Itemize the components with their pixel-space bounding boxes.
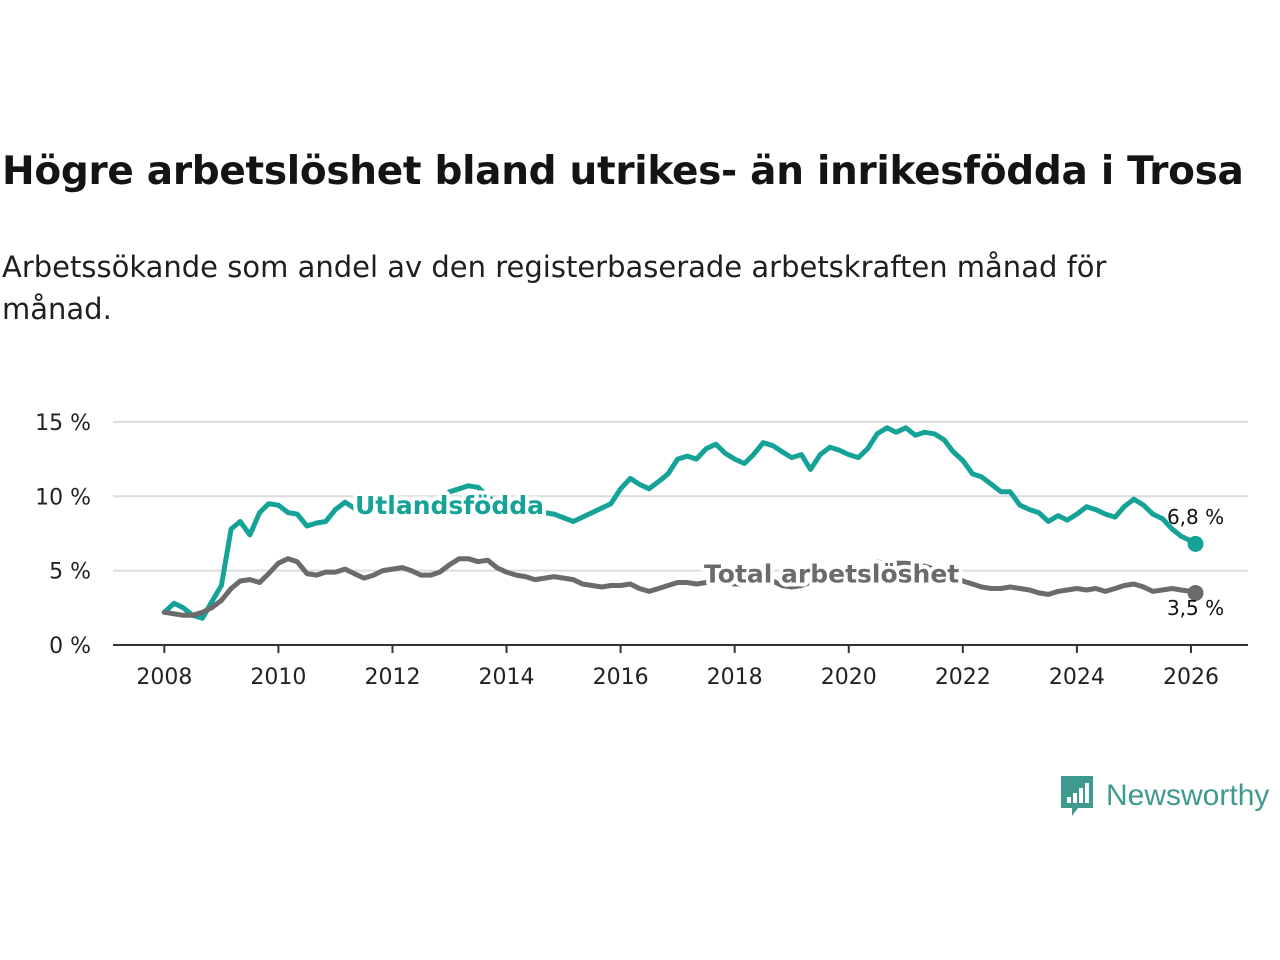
x-tick-label: 2014 xyxy=(479,665,535,690)
x-tick-label: 2012 xyxy=(364,665,420,690)
x-tick-label: 2016 xyxy=(593,665,649,690)
x-tick-label: 2024 xyxy=(1049,665,1105,690)
series-label: Total arbetslöshet xyxy=(704,560,959,589)
x-tick-label: 2008 xyxy=(136,665,192,690)
bar-chart-speech-bubble-icon xyxy=(1061,776,1093,816)
series-lines xyxy=(161,425,1204,621)
x-tick-label: 2026 xyxy=(1163,665,1219,690)
newsworthy-logo[interactable]: Newsworthy xyxy=(1058,772,1269,820)
series-line-utlandsfodda xyxy=(161,425,1198,621)
x-tick-label: 2022 xyxy=(935,665,991,690)
series-end-marker xyxy=(1187,535,1204,552)
series-labels: 6,8 % 3,5 % Utlandsfödda Total arbetslöshet xyxy=(351,487,1224,620)
x-tick-label: 2020 xyxy=(821,665,877,690)
series-label: Utlandsfödda xyxy=(355,491,544,520)
brand-name: Newsworthy xyxy=(1106,779,1270,812)
x-tick-label: 2010 xyxy=(250,665,306,690)
y-tick-label: 15 % xyxy=(35,411,91,436)
series-end-label: 3,5 % xyxy=(1167,596,1224,620)
y-tick-label: 10 % xyxy=(35,485,91,510)
chart-title: Högre arbetslöshet bland utrikes- än inr… xyxy=(2,149,1244,194)
line-chart: 0 %5 %10 %15 % 2008 2010 2012 2014 2016 2018 2… xyxy=(35,411,1248,690)
series-end-label: 6,8 % xyxy=(1167,505,1224,529)
chart-subtitle: Arbetssökande som andel av den registerb… xyxy=(2,250,1107,326)
y-tick-label: 5 % xyxy=(49,560,91,585)
y-gridlines xyxy=(113,420,1248,572)
y-tick-label: 0 % xyxy=(49,634,91,659)
x-axis: 2008 2010 2012 2014 2016 2018 2020 2022 2024 2026 xyxy=(113,644,1248,690)
series-end-marker xyxy=(1187,584,1204,601)
y-axis: 0 % 5 % 10 % 15 % xyxy=(35,411,91,659)
series-line-total xyxy=(161,556,1198,618)
x-tick-label: 2018 xyxy=(707,665,763,690)
